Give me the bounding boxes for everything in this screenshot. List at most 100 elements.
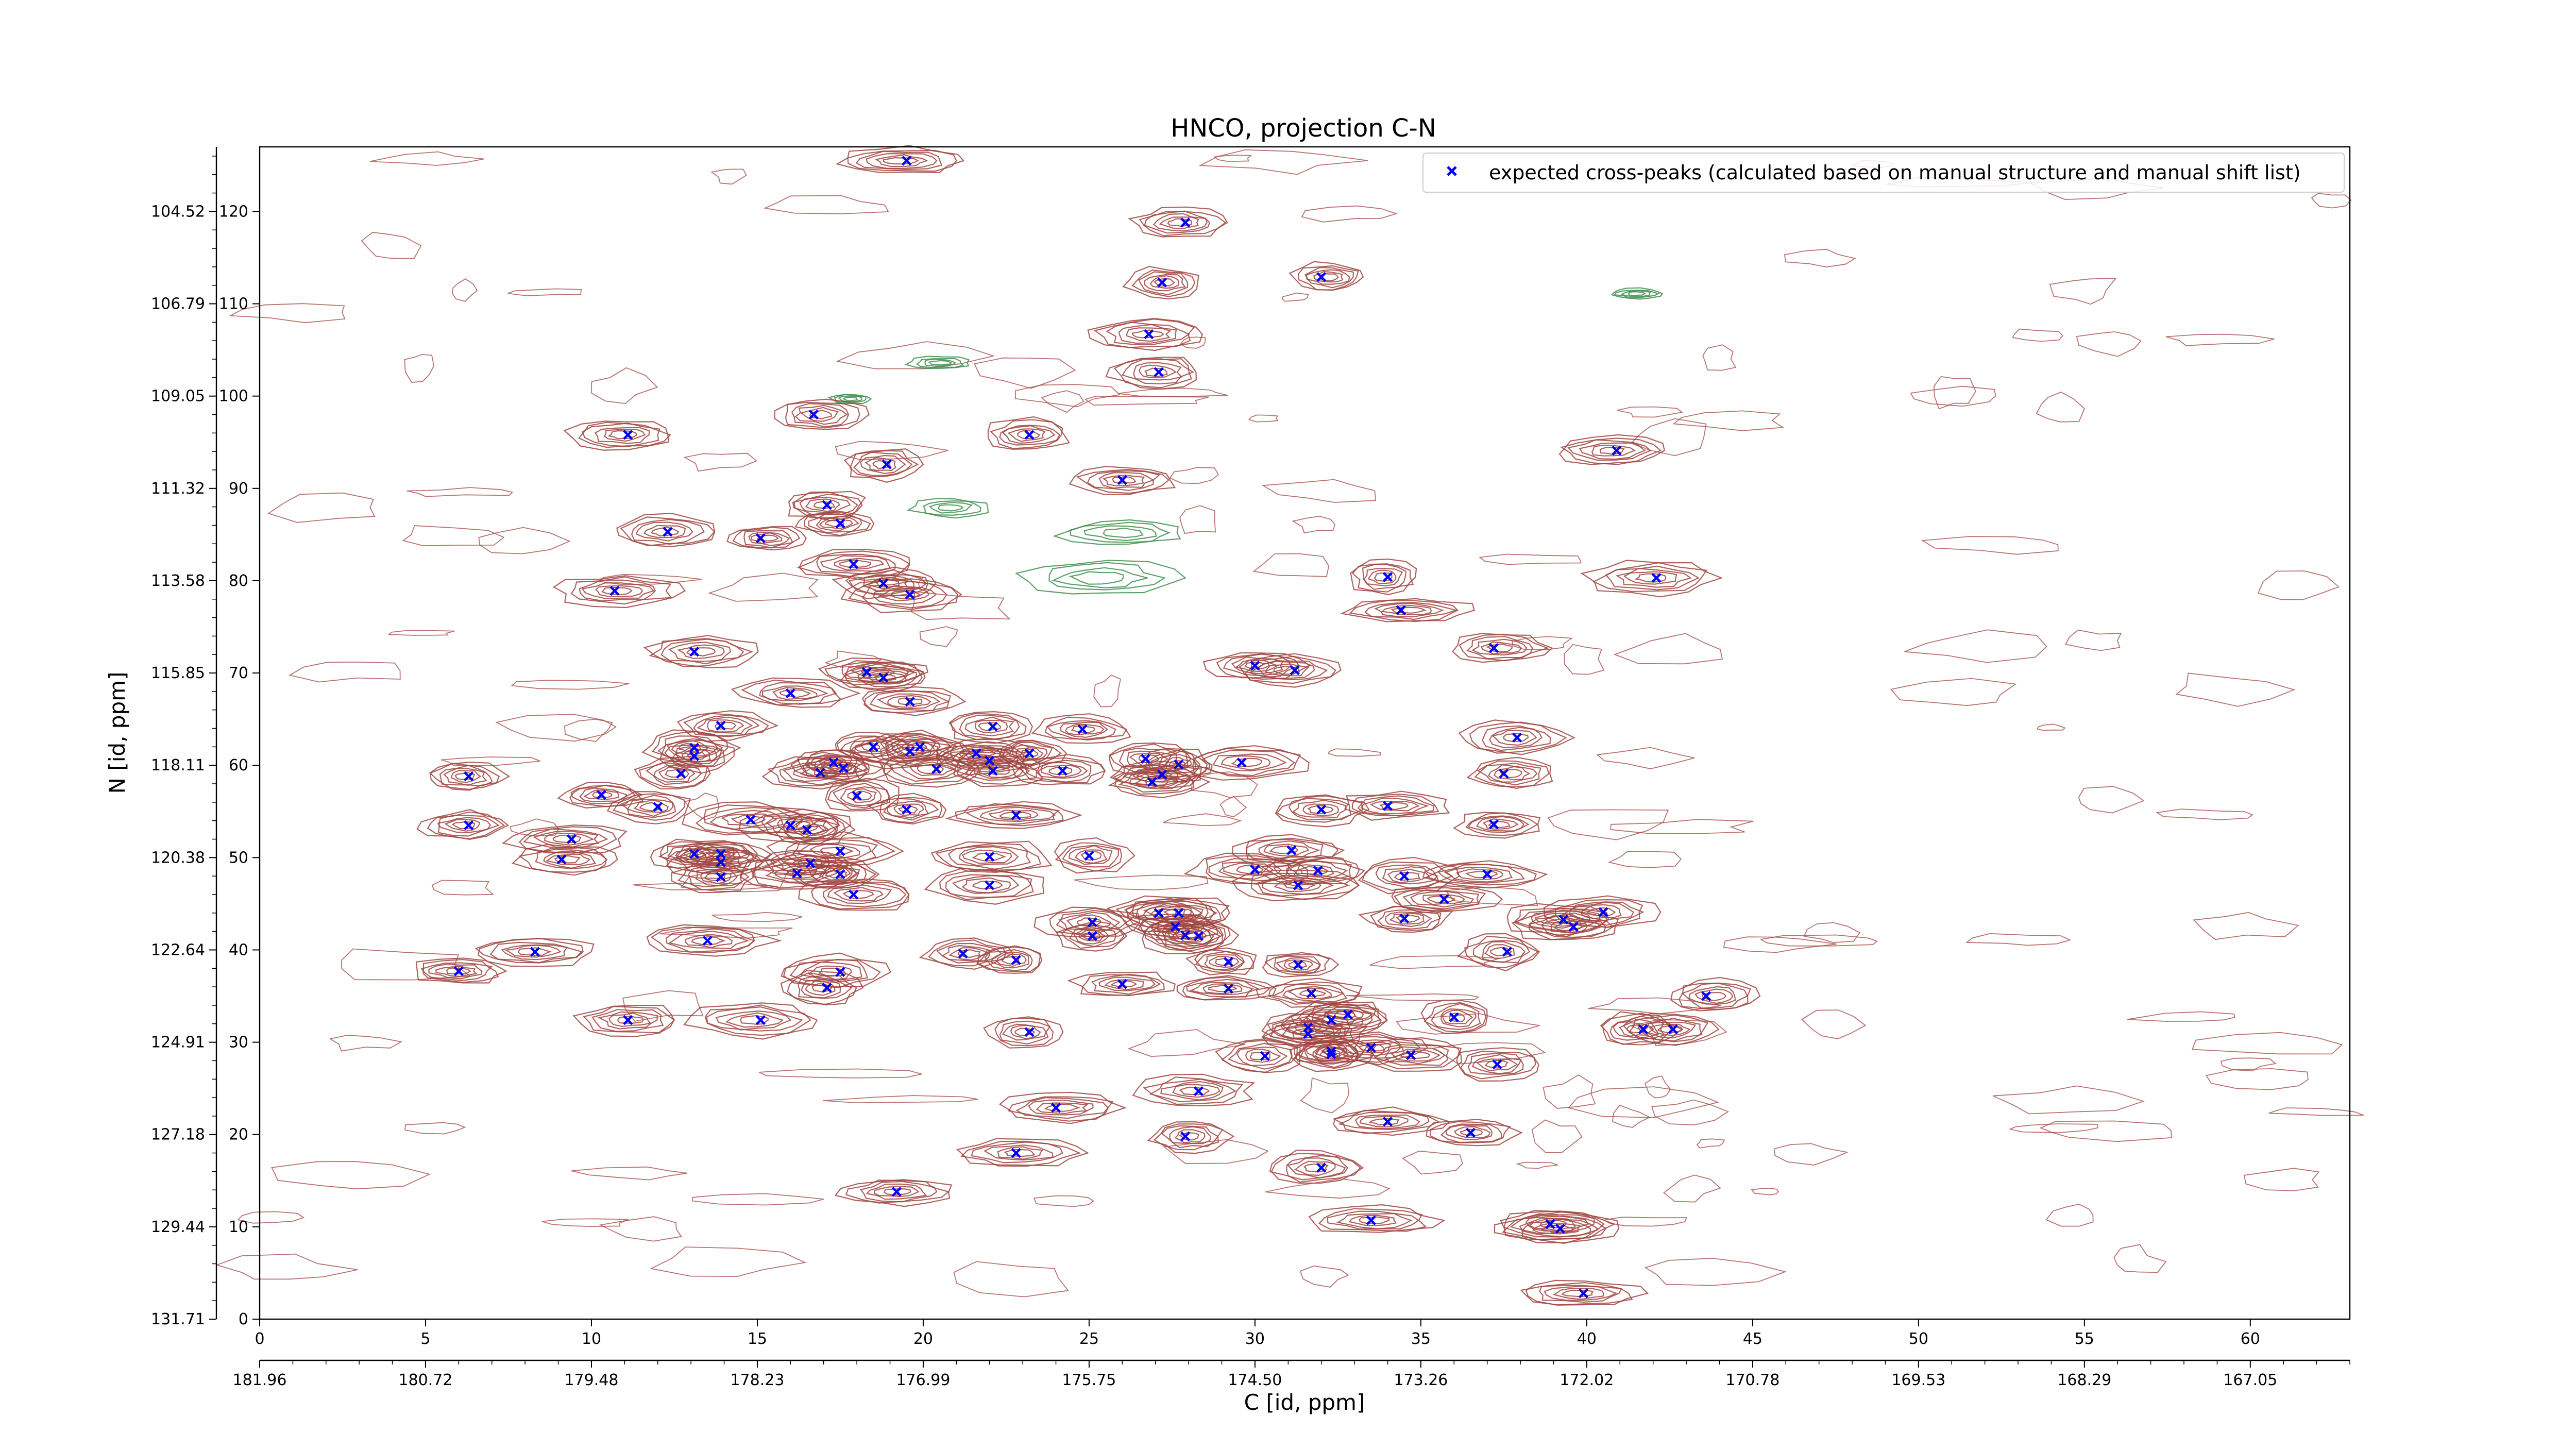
peak-contour: [1136, 900, 1222, 926]
peak-marker-stroke: [716, 720, 726, 731]
expected-peak-marker: [792, 868, 802, 879]
peak-contour: [1069, 924, 1116, 948]
peak-contour: [956, 1138, 1089, 1167]
noise-contour: [763, 195, 889, 214]
x-tick-label: 40: [1577, 1330, 1597, 1348]
y-tick-label: 60: [229, 756, 248, 774]
expected-peak-marker: [1290, 665, 1300, 676]
peak-marker-stroke: [914, 742, 925, 752]
expected-peak-marker: [1024, 1027, 1035, 1037]
expected-peak-marker: [653, 802, 663, 812]
peak-contour: [833, 887, 884, 902]
peak-contour: [1354, 1114, 1420, 1130]
noise-contour: [711, 912, 803, 922]
peak-marker-stroke: [1250, 865, 1260, 875]
noise-contour: [590, 367, 658, 405]
expected-peak-marker: [835, 846, 845, 856]
noise-contour: [431, 880, 495, 896]
noise-contour: [1773, 1143, 1849, 1166]
peak-contour: [810, 754, 853, 771]
peak-contour: [935, 843, 1042, 873]
expected-peak-marker: [828, 757, 839, 768]
noise-contour: [1299, 1265, 1349, 1288]
peak-contour: [794, 405, 848, 425]
expected-peak-marker: [1077, 724, 1088, 734]
negative-contour: [1069, 521, 1171, 543]
expected-peak-marker: [1492, 1059, 1502, 1070]
peak-contour: [1154, 278, 1176, 287]
expected-peak-marker: [1087, 917, 1097, 928]
expected-peak-marker: [1117, 979, 1127, 989]
peak-contour: [1561, 1289, 1594, 1298]
noise-contour: [441, 756, 540, 766]
peak-contour: [827, 780, 890, 810]
peak-marker-stroke: [1612, 445, 1622, 456]
peak-contour: [633, 799, 669, 813]
peak-contour: [1111, 476, 1137, 484]
expected-peak-marker: [822, 983, 832, 993]
expected-peak-marker: [596, 789, 606, 800]
peak-contour: [1044, 1103, 1081, 1112]
peak-contour: [1544, 1286, 1618, 1301]
noise-contour: [599, 1216, 682, 1242]
peak-contour: [686, 647, 716, 657]
peak-contour: [1354, 1037, 1462, 1072]
peak-contour: [1236, 1046, 1288, 1067]
peak-marker-stroke: [596, 789, 606, 800]
peak-contour: [952, 874, 1020, 894]
peak-contour: [626, 799, 674, 817]
peak-contour: [1104, 979, 1144, 990]
peak-contour: [1313, 271, 1344, 283]
peak-marker-stroke: [1558, 914, 1569, 924]
peak-contour: [1143, 903, 1218, 923]
peak-contour: [437, 817, 492, 834]
peak-marker-stroke: [1701, 991, 1711, 1001]
peak-contour: [1362, 861, 1453, 891]
expected-peak-marker: [1250, 661, 1260, 671]
expected-peak-marker: [716, 872, 726, 882]
noise-contour: [683, 452, 758, 472]
peak-contour: [659, 739, 735, 774]
peak-marker-stroke: [1366, 1215, 1376, 1225]
x-ppm-tick-label: 176.99: [896, 1371, 950, 1389]
plot-area: [215, 145, 2364, 1306]
y-ppm-tick-label: 124.91: [151, 1034, 205, 1052]
expected-peak-marker: [1180, 1131, 1191, 1141]
peak-marker-stroke: [755, 1015, 766, 1025]
peak-contour: [1160, 1081, 1224, 1101]
peak-contour: [843, 448, 924, 483]
expected-peak-marker: [1488, 819, 1499, 830]
noise-contour: [1702, 344, 1737, 371]
peak-contour: [877, 693, 941, 710]
peak-contour: [676, 644, 725, 659]
peak-contour: [1080, 850, 1102, 861]
expected-peak-marker: [802, 824, 812, 835]
peak-contour: [1474, 760, 1550, 789]
expected-peak-marker: [835, 967, 845, 978]
expected-peak-marker: [838, 763, 849, 773]
peak-contour: [451, 821, 476, 830]
peak-contour: [1186, 979, 1260, 998]
peak-contour: [1528, 1217, 1577, 1231]
peak-contour: [961, 849, 1012, 864]
peak-marker-stroke: [1306, 988, 1316, 999]
peak-contour: [1321, 1048, 1344, 1056]
peak-contour: [1477, 762, 1542, 786]
peak-contour: [1391, 606, 1427, 614]
expected-peak-marker: [958, 949, 968, 959]
peak-contour: [681, 749, 711, 762]
expected-peak-marker: [1326, 1046, 1336, 1057]
noise-contour: [2049, 278, 2117, 305]
noise-contour: [2039, 1120, 2173, 1142]
x-tick-label: 30: [1245, 1330, 1265, 1348]
peak-contour: [1444, 866, 1513, 883]
peak-contour: [1381, 605, 1432, 615]
expected-peak-marker: [808, 409, 819, 420]
noise-contour: [1921, 536, 2059, 555]
peak-marker-stroke: [1502, 947, 1512, 957]
peak-contour: [671, 740, 709, 756]
peak-contour: [1402, 889, 1480, 909]
expected-peak-marker: [815, 767, 825, 778]
peak-contour: [1122, 266, 1199, 300]
